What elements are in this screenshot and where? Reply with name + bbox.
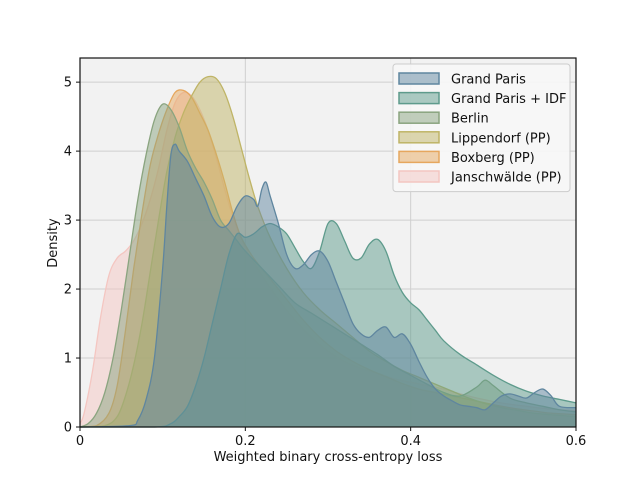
legend-label: Berlin xyxy=(451,112,489,127)
plot-frame xyxy=(79,57,577,428)
legend-swatch xyxy=(398,72,440,85)
legend-item-boxberg-pp: Boxberg (PP) xyxy=(398,150,535,166)
y-tick-label: 0 xyxy=(64,421,72,436)
y-tick-label: 2 xyxy=(64,283,72,298)
x-tick-label: 0.6 xyxy=(566,434,587,449)
legend-swatch xyxy=(398,170,440,183)
y-axis-ticks: 0 1 2 3 4 5 xyxy=(64,76,80,436)
legend-item-grand-paris-idf: Grand Paris + IDF xyxy=(398,91,566,107)
x-tick-label: 0 xyxy=(76,434,84,449)
x-axis-title: Weighted binary cross-entropy loss xyxy=(214,450,443,465)
legend-label: Grand Paris xyxy=(451,73,526,88)
legend-label: Janschwälde (PP) xyxy=(450,171,562,186)
density-line-grand-paris xyxy=(79,143,577,428)
legend-item-grand-paris: Grand Paris xyxy=(398,72,526,88)
legend-label: Boxberg (PP) xyxy=(451,151,535,166)
legend-swatch xyxy=(398,91,440,105)
density-areas xyxy=(79,75,577,428)
y-tick-label: 3 xyxy=(64,214,72,229)
legend-item-berlin: Berlin xyxy=(398,111,489,127)
y-axis-title: Density xyxy=(46,218,61,268)
legend-item-janschw-lde-pp: Janschwälde (PP) xyxy=(398,170,562,186)
legend-label: Lippendorf (PP) xyxy=(451,131,551,146)
x-tick-label: 0.4 xyxy=(400,434,421,449)
legend-swatch xyxy=(398,150,440,164)
x-axis-ticks: 0 0.2 0.4 0.6 xyxy=(76,427,586,449)
legend-swatch xyxy=(398,131,440,144)
legend-item-lippendorf-pp: Lippendorf (PP) xyxy=(398,131,551,146)
legend-label: Grand Paris + IDF xyxy=(451,92,566,107)
y-tick-label: 5 xyxy=(64,76,72,91)
density-area-grand-paris xyxy=(80,144,576,427)
legend-swatch xyxy=(398,111,440,124)
y-tick-label: 1 xyxy=(64,352,72,367)
y-tick-label: 4 xyxy=(64,145,72,160)
x-tick-label: 0.2 xyxy=(235,434,256,449)
legend: Grand Paris Grand Paris + IDF Berlin Lippen… xyxy=(392,63,571,193)
